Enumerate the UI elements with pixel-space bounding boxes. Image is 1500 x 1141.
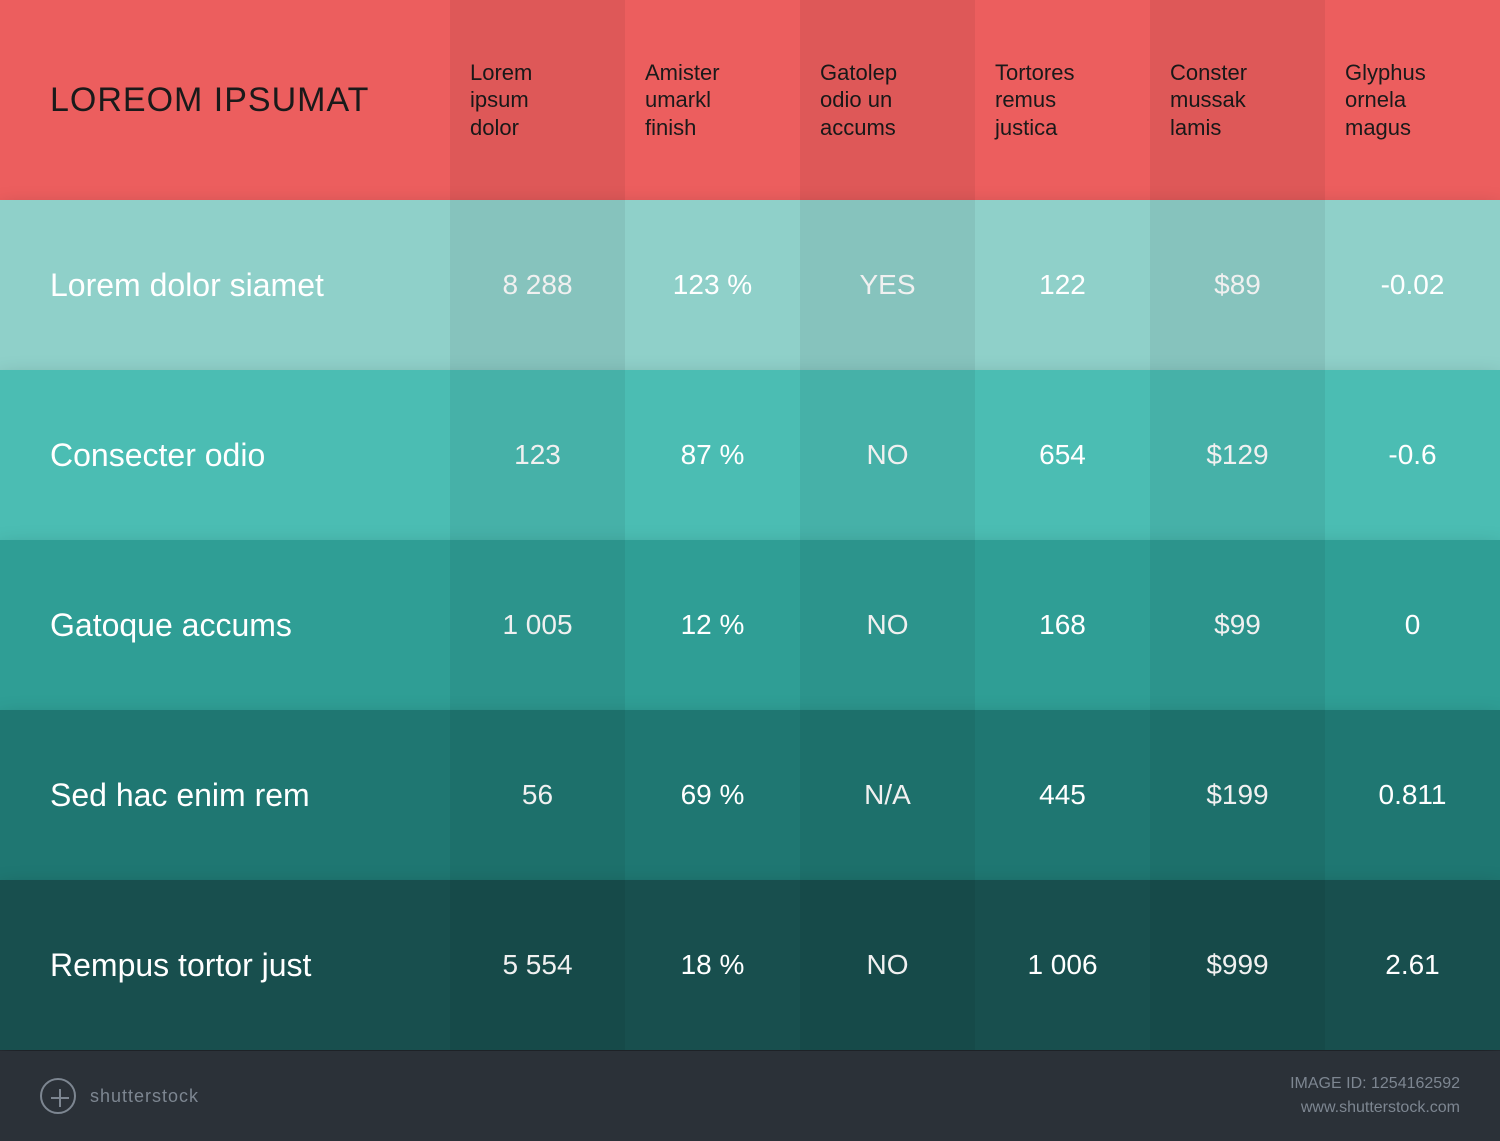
table-cell-value: NO xyxy=(867,609,909,641)
table-title-cell: LOREOM IPSUMAT xyxy=(0,0,450,200)
footer-bar: shutterstock IMAGE ID: 1254162592 www.sh… xyxy=(0,1051,1500,1141)
data-table: LOREOM IPSUMAT Lorem ipsum dolor Amister u… xyxy=(0,0,1500,1050)
table-column-header: Lorem ipsum dolor xyxy=(450,0,625,200)
table-cell: YES xyxy=(800,200,975,370)
table-cell: 445 xyxy=(975,710,1150,880)
table-column-header: Glyphus ornela magus xyxy=(1325,0,1500,200)
table-column-header-label: Amister umarkl finish xyxy=(645,59,780,142)
footer-meta: IMAGE ID: 1254162592 www.shutterstock.co… xyxy=(1290,1072,1460,1120)
table-cell-value: 69 % xyxy=(681,779,745,811)
table-cell: NO xyxy=(800,370,975,540)
table-cell: 18 % xyxy=(625,880,800,1050)
table-cell-value: $199 xyxy=(1206,779,1268,811)
shutterstock-logo-icon xyxy=(40,1078,76,1114)
table-cell: 1 006 xyxy=(975,880,1150,1050)
table-cell-value: 0 xyxy=(1405,609,1421,641)
table-row-label-cell: Lorem dolor siamet xyxy=(0,200,450,370)
table-cell-value: 654 xyxy=(1039,439,1086,471)
table-cell-value: NO xyxy=(867,439,909,471)
table-header-row: LOREOM IPSUMAT Lorem ipsum dolor Amister u… xyxy=(0,0,1500,200)
table-cell-value: $129 xyxy=(1206,439,1268,471)
footer-brand: shutterstock xyxy=(40,1078,199,1114)
table-column-header-label: Gatolep odio un accums xyxy=(820,59,955,142)
table-cell-value: 168 xyxy=(1039,609,1086,641)
table-column-header: Conster mussak lamis xyxy=(1150,0,1325,200)
table-row-label: Gatoque accums xyxy=(50,607,292,644)
table-cell-value: 18 % xyxy=(681,949,745,981)
table-row: Gatoque accums 1 005 12 % NO 168 $99 0 xyxy=(0,540,1500,710)
table-cell-value: 1 005 xyxy=(502,609,572,641)
table-column-header-label: Conster mussak lamis xyxy=(1170,59,1305,142)
table-cell: 56 xyxy=(450,710,625,880)
table-cell-value: 445 xyxy=(1039,779,1086,811)
table-cell: NO xyxy=(800,880,975,1050)
table-cell: 2.61 xyxy=(1325,880,1500,1050)
table-cell-value: 8 288 xyxy=(502,269,572,301)
table-cell-value: -0.6 xyxy=(1388,439,1436,471)
table-cell: -0.02 xyxy=(1325,200,1500,370)
table-cell: N/A xyxy=(800,710,975,880)
table-cell: $89 xyxy=(1150,200,1325,370)
table-row-label: Rempus tortor just xyxy=(50,947,311,984)
table-cell: 1 005 xyxy=(450,540,625,710)
table-cell-value: $999 xyxy=(1206,949,1268,981)
table-row-label-cell: Sed hac enim rem xyxy=(0,710,450,880)
table-row-label-cell: Rempus tortor just xyxy=(0,880,450,1050)
table-cell-value: N/A xyxy=(864,779,911,811)
table-column-header: Gatolep odio un accums xyxy=(800,0,975,200)
table-cell-value: 87 % xyxy=(681,439,745,471)
footer-image-id: IMAGE ID: 1254162592 xyxy=(1290,1072,1460,1096)
table-cell: 123 % xyxy=(625,200,800,370)
table-column-header-label: Lorem ipsum dolor xyxy=(470,59,605,142)
table-row: Consecter odio 123 87 % NO 654 $129 -0.6 xyxy=(0,370,1500,540)
footer-brand-label: shutterstock xyxy=(90,1086,199,1107)
table-cell-value: 123 xyxy=(514,439,561,471)
table-cell: 87 % xyxy=(625,370,800,540)
table-title: LOREOM IPSUMAT xyxy=(50,81,369,120)
table-cell-value: 1 006 xyxy=(1027,949,1097,981)
table-row-label: Sed hac enim rem xyxy=(50,777,310,814)
table-cell-value: 5 554 xyxy=(502,949,572,981)
table-cell-value: 12 % xyxy=(681,609,745,641)
table-cell: 123 xyxy=(450,370,625,540)
table-cell-value: NO xyxy=(867,949,909,981)
table-cell-value: 123 % xyxy=(673,269,752,301)
table-cell-value: -0.02 xyxy=(1381,269,1445,301)
table-row: Lorem dolor siamet 8 288 123 % YES 122 $89 -0.… xyxy=(0,200,1500,370)
table-cell: NO xyxy=(800,540,975,710)
table-cell: 8 288 xyxy=(450,200,625,370)
table-cell: 12 % xyxy=(625,540,800,710)
table-cell-value: 2.61 xyxy=(1385,949,1440,981)
table-cell: $99 xyxy=(1150,540,1325,710)
table-cell-value: 122 xyxy=(1039,269,1086,301)
table-column-header: Amister umarkl finish xyxy=(625,0,800,200)
table-cell: 168 xyxy=(975,540,1150,710)
table-cell: 69 % xyxy=(625,710,800,880)
table-cell: 0.811 xyxy=(1325,710,1500,880)
table-cell: $129 xyxy=(1150,370,1325,540)
table-cell: 654 xyxy=(975,370,1150,540)
table-column-header: Tortores remus justica xyxy=(975,0,1150,200)
footer-site: www.shutterstock.com xyxy=(1290,1096,1460,1120)
table-cell: -0.6 xyxy=(1325,370,1500,540)
table-cell: $199 xyxy=(1150,710,1325,880)
table-cell-value: 0.811 xyxy=(1379,779,1447,811)
table-cell: 122 xyxy=(975,200,1150,370)
table-cell: 5 554 xyxy=(450,880,625,1050)
table-column-header-label: Glyphus ornela magus xyxy=(1345,59,1480,142)
table-row: Sed hac enim rem 56 69 % N/A 445 $199 0.811 xyxy=(0,710,1500,880)
table-row-label-cell: Consecter odio xyxy=(0,370,450,540)
table-column-header-label: Tortores remus justica xyxy=(995,59,1130,142)
table-row-label-cell: Gatoque accums xyxy=(0,540,450,710)
table-row-label: Consecter odio xyxy=(50,437,265,474)
table-row: Rempus tortor just 5 554 18 % NO 1 006 $999 2.… xyxy=(0,880,1500,1050)
table-cell-value: $89 xyxy=(1214,269,1261,301)
table-cell-value: 56 xyxy=(522,779,553,811)
table-cell: $999 xyxy=(1150,880,1325,1050)
table-row-label: Lorem dolor siamet xyxy=(50,267,324,304)
table-cell-value: YES xyxy=(859,269,915,301)
table-cell-value: $99 xyxy=(1214,609,1261,641)
table-cell: 0 xyxy=(1325,540,1500,710)
